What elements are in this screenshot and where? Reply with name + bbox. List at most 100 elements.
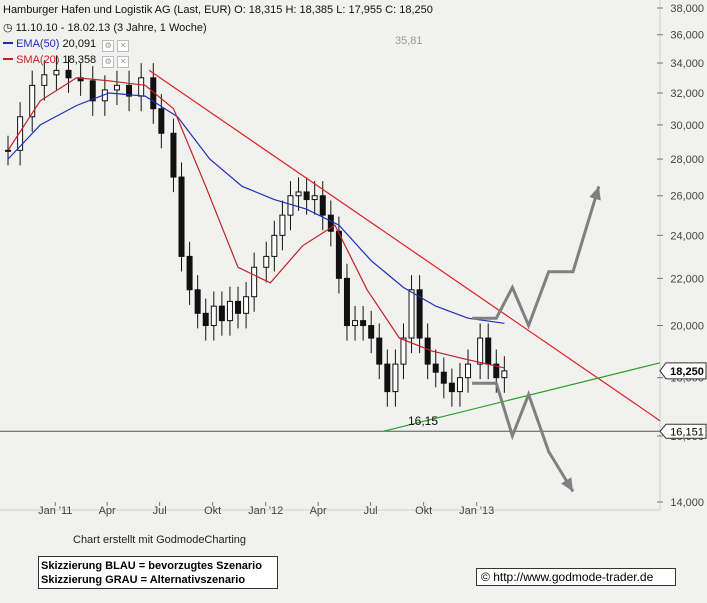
x-tick-label: Apr xyxy=(99,505,116,517)
date-range: 11.10.10 - 18.02.13 (3 Jahre, 1 Woche) xyxy=(15,22,207,34)
y-tick-label: 36,000 xyxy=(670,30,704,42)
last-price-tag: 18,250 xyxy=(659,362,707,380)
low-annotation: 16,15 xyxy=(408,414,439,428)
arrow-down-head xyxy=(561,477,573,492)
candle-body xyxy=(493,363,500,379)
candle-body xyxy=(360,320,367,327)
candle-body xyxy=(279,214,286,236)
y-tick-label: 14,000 xyxy=(670,497,704,509)
candle-body xyxy=(384,363,391,393)
price-tag-text: 18,250 xyxy=(670,366,704,378)
note-blue: Skizzierung BLAU = bevorzugtes Szenario xyxy=(41,560,262,572)
candle-body xyxy=(235,300,242,314)
candle-body xyxy=(5,149,11,152)
ema-value: 20,091 xyxy=(62,38,97,50)
legend-range-row: ◷ 11.10.10 - 18.02.13 (3 Jahre, 1 Woche) xyxy=(3,21,207,34)
ema-swatch xyxy=(3,42,13,44)
top-annotation: 35,81 xyxy=(395,35,423,47)
candle-body xyxy=(400,337,407,365)
close-icon[interactable]: ✕ xyxy=(117,40,130,52)
candle-body xyxy=(432,363,439,373)
candle-body xyxy=(186,255,193,291)
candle-body xyxy=(113,84,120,91)
scenario-note-box: Skizzierung BLAU = bevorzugtes Szenario … xyxy=(38,556,278,589)
y-tick-label: 38,000 xyxy=(670,3,704,15)
price-tag-box xyxy=(659,362,707,380)
candle-body xyxy=(319,195,326,216)
sma-label: SMA(20) xyxy=(16,54,60,66)
x-tick-label: Okt xyxy=(415,505,432,517)
level-price-tag: 16,151 xyxy=(659,423,707,439)
legend-sma-row: SMA(20) 18,358 ⚙ ✕ xyxy=(3,54,130,68)
candle-body xyxy=(138,77,145,97)
candle-body xyxy=(263,255,270,268)
x-tick-label: Okt xyxy=(204,505,221,517)
candle-body xyxy=(485,337,492,365)
candle-body xyxy=(178,176,185,257)
trendline xyxy=(148,69,661,422)
candle-body xyxy=(170,132,177,178)
candle-body xyxy=(456,377,463,393)
y-tick-label: 22,000 xyxy=(670,273,704,285)
candle-body xyxy=(303,191,310,201)
candle-body xyxy=(210,305,217,327)
y-tick-label: 24,000 xyxy=(670,230,704,242)
copyright-icon: © xyxy=(481,570,490,584)
scenario-up-path xyxy=(472,185,601,330)
candle-body xyxy=(218,305,225,322)
candle-body xyxy=(343,277,350,327)
indicator-lines xyxy=(0,69,661,432)
candlesticks xyxy=(5,55,508,407)
scenario-down-path xyxy=(472,381,575,493)
y-tick-label: 30,000 xyxy=(670,120,704,132)
x-tick-label: Jan '11 xyxy=(38,505,72,517)
candle-body xyxy=(53,69,60,76)
candle-body xyxy=(158,108,165,134)
candle-body xyxy=(376,337,383,365)
scenario-arrows xyxy=(472,185,601,493)
x-tick-label: Jan '13 xyxy=(459,505,494,517)
candle-body xyxy=(41,74,48,86)
ema-label: EMA(50) xyxy=(16,38,60,50)
grid xyxy=(0,0,661,511)
note-grey: Skizzierung GRAU = Alternativszenario xyxy=(41,574,246,586)
ema-line xyxy=(7,92,505,324)
candle-body xyxy=(424,337,431,365)
candle-body xyxy=(150,77,157,110)
candle-body xyxy=(271,234,278,257)
candle-body xyxy=(202,312,209,327)
sma-swatch xyxy=(3,58,13,60)
candle-body xyxy=(368,325,375,339)
source-url-box[interactable]: © http://www.godmode-trader.de xyxy=(476,568,676,586)
candle-body xyxy=(352,320,359,327)
candle-body xyxy=(335,230,342,279)
candle-body xyxy=(448,382,455,393)
settings-icon[interactable]: ⚙ xyxy=(102,56,115,68)
close-icon[interactable]: ✕ xyxy=(117,56,130,68)
candle-body xyxy=(311,195,318,201)
candle-body xyxy=(295,191,302,197)
candle-body xyxy=(416,289,423,339)
trendline xyxy=(383,362,661,432)
legend-ema-row: EMA(50) 20,091 ⚙ ✕ xyxy=(3,38,130,52)
candle-body xyxy=(392,363,399,393)
candle-body xyxy=(65,69,72,79)
candle-body xyxy=(501,370,508,379)
arrow-up-head xyxy=(589,186,601,201)
sma-value: 18,358 xyxy=(62,54,97,66)
level-tag-box xyxy=(659,423,707,439)
x-tick-label: Jul xyxy=(364,505,378,517)
y-tick-label: 28,000 xyxy=(670,154,704,166)
y-tick-label: 26,000 xyxy=(670,191,704,203)
settings-icon[interactable]: ⚙ xyxy=(102,40,115,52)
candle-body xyxy=(440,371,447,384)
candle-body xyxy=(89,80,96,102)
level-tag-text: 16,151 xyxy=(670,426,704,438)
source-url: http://www.godmode-trader.de xyxy=(493,570,654,584)
candle-body xyxy=(465,363,472,379)
y-tick-label: 34,000 xyxy=(670,58,704,70)
axes: 14,00016,00018,00020,00022,00024,00026,0… xyxy=(38,3,707,517)
calendar-icon: ◷ xyxy=(3,22,13,34)
